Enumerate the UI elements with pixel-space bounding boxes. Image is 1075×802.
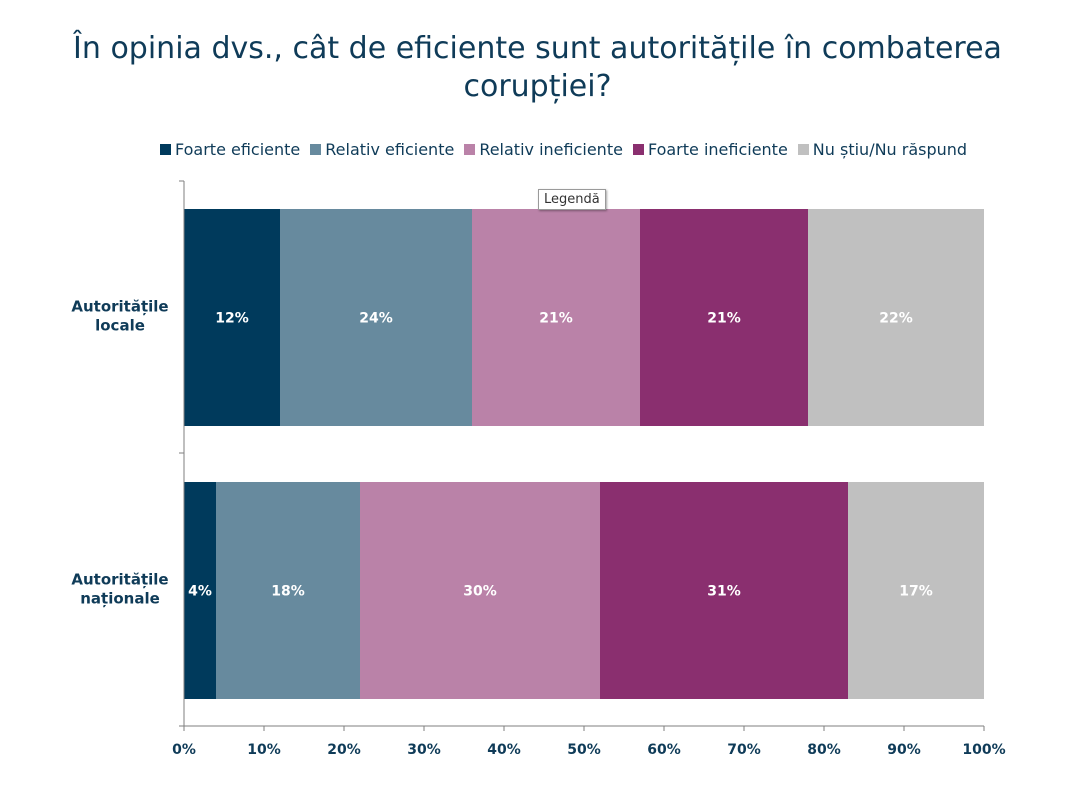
x-tick-label-30: 30% [407,742,441,758]
legend-tooltip: Legendă [538,189,606,210]
legend-swatch [797,143,809,155]
bar-1-3 [472,209,640,426]
legend-label: Relativ ineficiente [479,139,623,159]
bar-2-4 [600,482,848,699]
bar-1-4 [640,209,808,426]
x-tick-label-80: 80% [807,742,841,758]
x-tick-label-20: 20% [327,742,361,758]
legend-label: Nu știu/Nu răspund [812,139,968,159]
chart-legend[interactable]: Foarte eficiente Relativ eficiente Relativ… [160,138,967,160]
bar-1-1 [184,209,280,426]
legend-item-2[interactable]: Relativ eficiente [310,140,454,159]
bar-1-5 [808,209,984,426]
bar-2-1 [184,482,216,699]
chart-title: În opinia dvs., cât de eficiente sunt au… [0,30,1075,106]
x-tick-label-10: 10% [247,742,281,758]
category-label-line: Autoritățile [71,298,168,316]
x-tick-label-100: 100% [962,742,1005,758]
bar-1-2 [280,209,472,426]
category-label-line: locale [95,317,145,335]
data-label-1-5: 22% [879,311,913,327]
category-label-1: Autoritățile locale [71,298,168,335]
data-label-2-5: 17% [899,584,933,600]
x-tick-label-60: 60% [647,742,681,758]
category-label-2: Autoritățile naționale [71,571,168,608]
bar-2-3 [360,482,600,699]
legend-label: Relativ eficiente [325,139,455,159]
legend-item-4[interactable]: Foarte ineficiente [632,139,788,159]
legend-label: Foarte eficiente [175,139,301,159]
legend-item-1[interactable]: Foarte eficiente [160,140,300,159]
x-tick-label-90: 90% [887,742,921,758]
data-label-2-2: 18% [271,584,305,600]
bar-2-5 [848,482,984,699]
x-tick-label-70: 70% [727,742,761,758]
x-tick-label-40: 40% [487,742,521,758]
x-tick-label-0: 0% [172,742,196,758]
legend-swatch [464,143,476,155]
bar-2-2 [216,482,360,699]
legend-label: Foarte ineficiente [647,139,788,159]
legend-item-5[interactable]: Nu știu/Nu răspund [797,139,968,159]
data-label-2-4: 31% [707,584,741,600]
x-tick-label-50: 50% [567,742,601,758]
category-label-line: Autoritățile [71,571,168,589]
category-label-line: naționale [80,590,160,608]
data-label-1-4: 21% [707,311,741,327]
data-label-1-2: 24% [359,311,393,327]
legend-swatch [632,143,644,155]
legend-swatch [310,143,322,155]
chart-title-line-2: corupției? [463,69,612,104]
data-label-2-3: 30% [463,584,497,600]
chart-title-line-1: În opinia dvs., cât de eficiente sunt au… [73,31,1002,66]
legend-swatch [160,143,171,155]
data-label-1-3: 21% [539,311,573,327]
data-label-2-1: 4% [188,584,212,600]
legend-item-3[interactable]: Relativ ineficiente [464,140,623,159]
data-label-1-1: 12% [215,311,249,327]
